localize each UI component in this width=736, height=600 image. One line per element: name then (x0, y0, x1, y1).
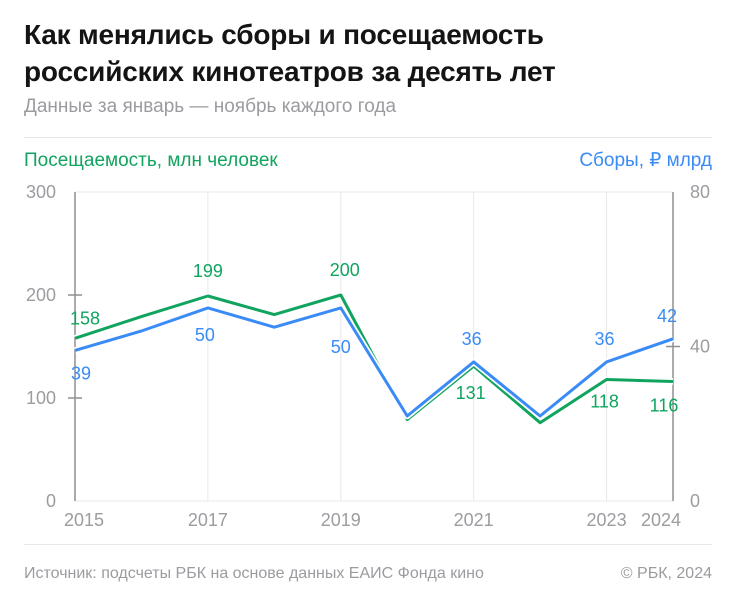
boxoffice-value-label: 50 (195, 325, 215, 345)
attendance-value-label: 199 (193, 261, 223, 281)
year-label: 2015 (64, 510, 104, 530)
attendance-value-label: 200 (330, 260, 360, 280)
attendance-value-label: 118 (590, 391, 619, 411)
left-axis-tick-label: 100 (26, 388, 56, 408)
year-label: 2023 (587, 510, 627, 530)
chart-legend: Посещаемость, млн человек Сборы, ₽ млрд (24, 149, 712, 173)
boxoffice-value-label: 36 (462, 329, 482, 349)
boxoffice-value-label: 39 (71, 363, 91, 383)
left-axis-tick-label: 300 (26, 182, 56, 202)
right-axis-tick-label: 40 (690, 337, 710, 357)
legend-boxoffice-label: Сборы, ₽ млрд (579, 150, 712, 171)
subtitle: Данные за январь — ноябрь каждого года (24, 96, 397, 117)
copyright: © РБК, 2024 (620, 565, 712, 582)
boxoffice-line (74, 306, 674, 418)
attendance-value-label: 116 (650, 396, 679, 416)
boxoffice-value-label: 50 (331, 337, 351, 357)
year-label: 2024 (641, 510, 681, 530)
page-title: Как менялись сборы и посещаемость россий… (24, 16, 714, 90)
year-label: 2017 (188, 510, 228, 530)
footer: Источник: подсчеты РБК на основе данных … (24, 564, 712, 584)
year-label: 2021 (454, 510, 494, 530)
page-title-line-1: Как менялись сборы и посещаемость (24, 19, 544, 50)
attendance-value-label: 131 (456, 383, 486, 403)
boxoffice-value-label: 42 (657, 306, 677, 326)
right-axis-tick-label: 80 (690, 182, 710, 202)
boxoffice-value-label: 36 (595, 329, 615, 349)
left-axis-tick-label: 0 (46, 491, 56, 511)
source-note: Источник: подсчеты РБК на основе данных … (24, 565, 484, 582)
legend-attendance-label: Посещаемость, млн человек (24, 150, 278, 171)
header-divider (24, 137, 712, 138)
page-title-line-2: российских кинотеатров за десять лет (24, 56, 556, 87)
year-label: 2019 (321, 510, 361, 530)
right-axis-tick-label: 0 (690, 491, 700, 511)
left-axis-tick-label: 200 (26, 285, 56, 305)
footer-divider (24, 544, 712, 545)
attendance-value-label: 158 (70, 308, 100, 328)
